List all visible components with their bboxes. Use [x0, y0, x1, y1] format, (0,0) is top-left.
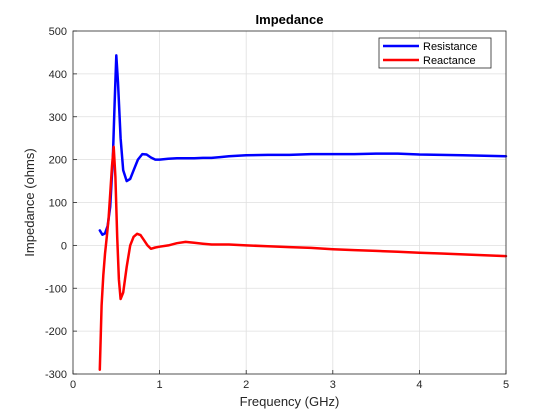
y-tick-label: 400: [49, 69, 67, 81]
x-tick-label: 1: [157, 379, 163, 391]
y-tick-label: 100: [49, 198, 67, 210]
series-line-resistance: [98, 54, 508, 236]
x-tick-label: 5: [503, 379, 509, 391]
y-tick-label: -200: [45, 326, 67, 338]
legend-entry-reactance: Reactance: [423, 55, 476, 67]
y-tick-label: -100: [45, 283, 67, 295]
x-tick-label: 4: [416, 379, 422, 391]
series-line-reactance: [98, 145, 508, 371]
y-tick-label: 300: [49, 112, 67, 124]
series-lines: [98, 54, 508, 371]
x-tick-label: 0: [70, 379, 76, 391]
y-tick-label: 500: [49, 26, 67, 38]
x-tick-label: 3: [330, 379, 336, 391]
x-axis-label: Frequency (GHz): [240, 394, 340, 409]
x-tick-label: 2: [243, 379, 249, 391]
grid: [73, 31, 506, 374]
axis-ticks: 0 1 2 3 4 5 -300 -200 -100 0 100 200 300 400 500: [45, 26, 509, 391]
legend-entry-resistance: Resistance: [423, 41, 477, 53]
y-tick-label: 200: [49, 155, 67, 167]
y-tick-label: 0: [61, 240, 67, 252]
legend-box: [378, 37, 492, 69]
y-tick-label: -300: [45, 369, 67, 381]
legend: Resistance Reactance: [378, 37, 492, 69]
y-axis-label: Impedance (ohms): [22, 148, 37, 256]
chart-title: Impedance: [256, 12, 324, 27]
